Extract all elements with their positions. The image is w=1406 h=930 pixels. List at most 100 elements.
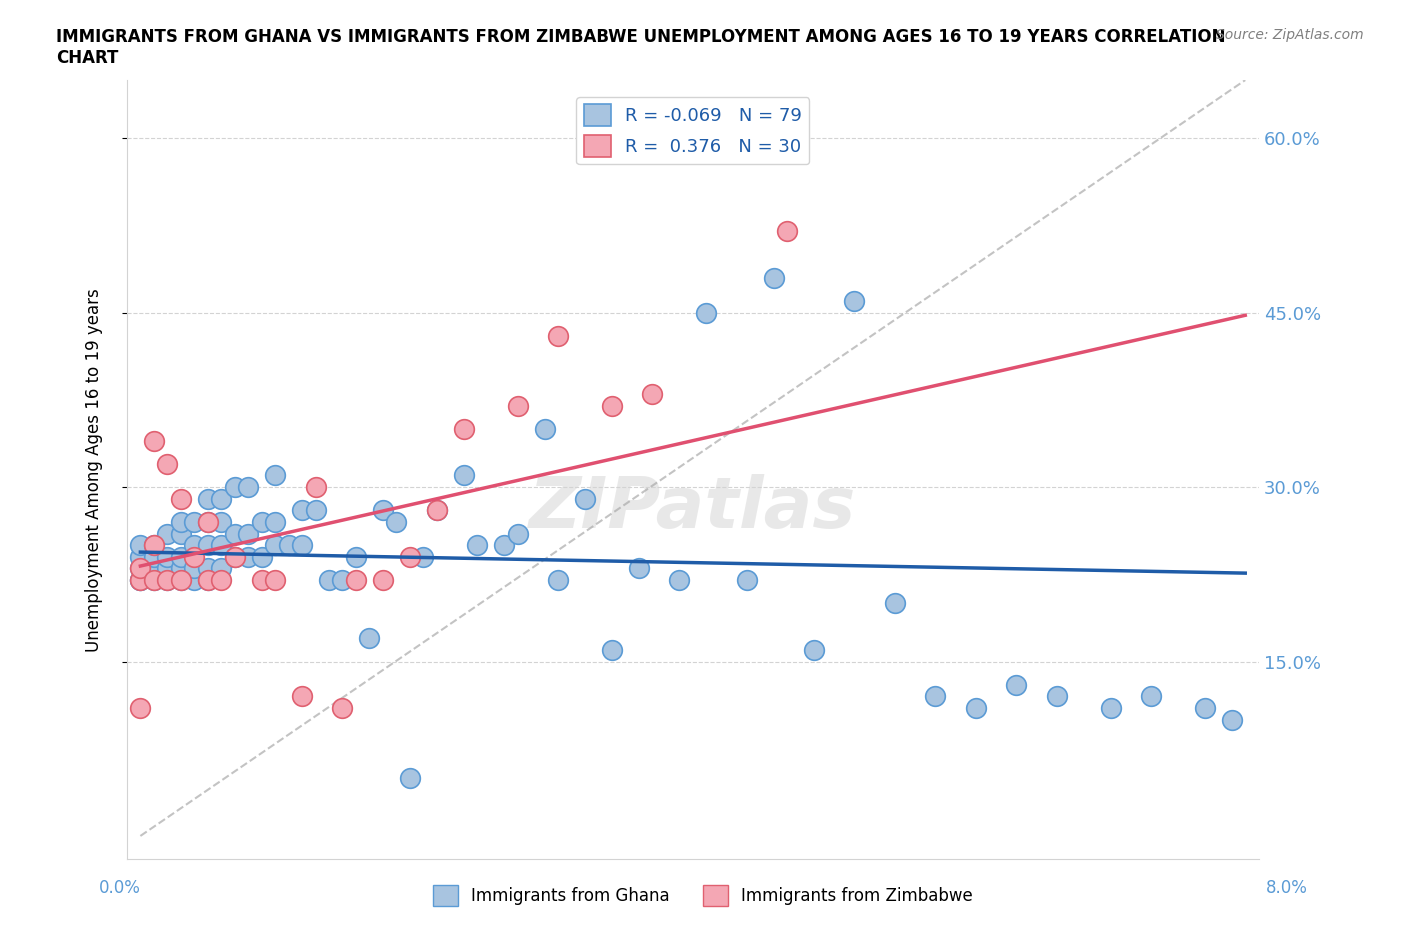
Point [277, 538, 299, 552]
Point [183, 550, 205, 565]
Point [371, 573, 394, 588]
Point [735, 573, 758, 588]
Point [304, 503, 326, 518]
Point [183, 538, 205, 552]
Text: Source: ZipAtlas.com: Source: ZipAtlas.com [1216, 28, 1364, 42]
Point [332, 700, 354, 715]
Text: ZIPatlas: ZIPatlas [529, 474, 856, 543]
Point [547, 573, 569, 588]
Point [399, 770, 422, 785]
Point [142, 538, 165, 552]
Point [170, 573, 193, 588]
Point [170, 514, 193, 529]
Point [291, 689, 314, 704]
Point [291, 503, 314, 518]
Point [264, 573, 287, 588]
Point [156, 573, 179, 588]
Point [129, 550, 152, 565]
Point [209, 573, 232, 588]
Point [156, 457, 179, 472]
Point [426, 503, 449, 518]
Point [371, 503, 394, 518]
Point [359, 631, 381, 645]
Point [1099, 700, 1122, 715]
Point [197, 514, 219, 529]
Point [209, 491, 232, 506]
Point [142, 573, 165, 588]
Point [156, 526, 179, 541]
Point [129, 561, 152, 576]
Point [453, 421, 475, 436]
Point [142, 550, 165, 565]
Point [453, 468, 475, 483]
Point [884, 596, 907, 611]
Point [129, 561, 152, 576]
Point [412, 550, 434, 565]
Point [129, 538, 152, 552]
Point [506, 398, 529, 413]
Point [776, 224, 799, 239]
Point [183, 514, 205, 529]
Point [142, 538, 165, 552]
Point [762, 271, 785, 286]
Point [224, 480, 246, 495]
Point [1140, 689, 1163, 704]
Text: 0.0%: 0.0% [98, 879, 141, 897]
Point [209, 538, 232, 552]
Point [264, 538, 287, 552]
Point [224, 550, 246, 565]
Point [264, 514, 287, 529]
Point [426, 503, 449, 518]
Point [250, 550, 273, 565]
Point [668, 573, 690, 588]
Point [224, 550, 246, 565]
Point [344, 573, 367, 588]
Legend: Immigrants from Ghana, Immigrants from Zimbabwe: Immigrants from Ghana, Immigrants from Z… [426, 879, 980, 912]
Point [547, 328, 569, 343]
Point [183, 561, 205, 576]
Point [344, 550, 367, 565]
Point [803, 643, 825, 658]
Point [197, 538, 219, 552]
Point [209, 561, 232, 576]
Point [332, 573, 354, 588]
Point [627, 561, 650, 576]
Text: IMMIGRANTS FROM GHANA VS IMMIGRANTS FROM ZIMBABWE UNEMPLOYMENT AMONG AGES 16 TO : IMMIGRANTS FROM GHANA VS IMMIGRANTS FROM… [56, 28, 1226, 67]
Point [318, 573, 340, 588]
Point [156, 573, 179, 588]
Point [250, 573, 273, 588]
Point [506, 526, 529, 541]
Point [1220, 712, 1243, 727]
Point [238, 526, 260, 541]
Point [197, 573, 219, 588]
Point [170, 561, 193, 576]
Point [465, 538, 488, 552]
Point [170, 491, 193, 506]
Point [291, 538, 314, 552]
Point [238, 550, 260, 565]
Point [197, 561, 219, 576]
Point [156, 561, 179, 576]
Point [385, 514, 408, 529]
Point [924, 689, 946, 704]
Point [129, 700, 152, 715]
Legend: R = -0.069   N = 79, R =  0.376   N = 30: R = -0.069 N = 79, R = 0.376 N = 30 [576, 97, 810, 165]
Text: 8.0%: 8.0% [1265, 879, 1308, 897]
Point [197, 491, 219, 506]
Y-axis label: Unemployment Among Ages 16 to 19 years: Unemployment Among Ages 16 to 19 years [86, 287, 103, 652]
Point [304, 480, 326, 495]
Point [695, 305, 717, 320]
Point [641, 387, 664, 402]
Point [170, 550, 193, 565]
Point [600, 643, 623, 658]
Point [574, 491, 596, 506]
Point [965, 700, 987, 715]
Point [399, 550, 422, 565]
Point [142, 573, 165, 588]
Point [224, 526, 246, 541]
Point [142, 561, 165, 576]
Point [1045, 689, 1067, 704]
Point [197, 573, 219, 588]
Point [170, 526, 193, 541]
Point [1005, 677, 1028, 692]
